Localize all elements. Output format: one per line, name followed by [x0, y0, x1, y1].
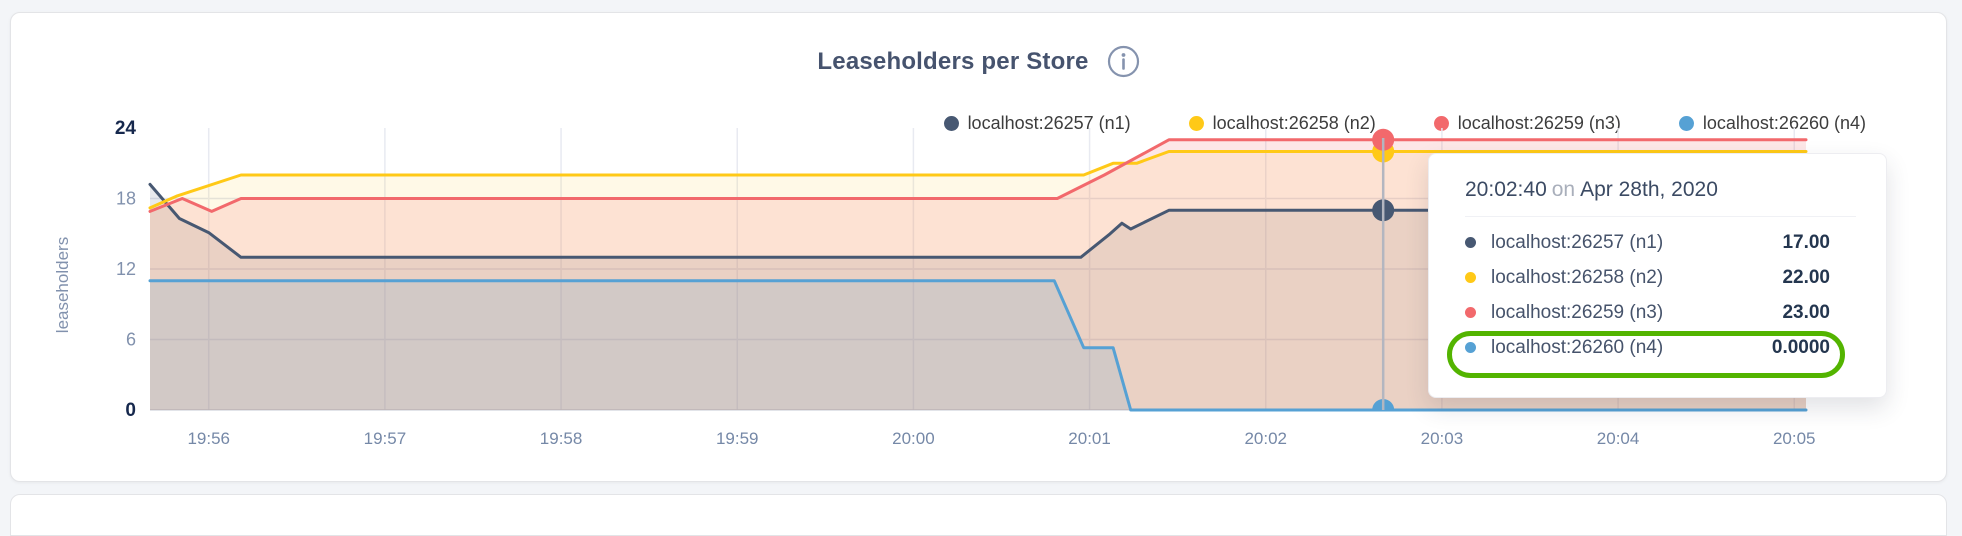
series-dot-icon	[1465, 342, 1476, 353]
tooltip-series-value: 17.00	[1782, 231, 1830, 253]
next-card-edge	[10, 494, 1947, 536]
legend-item-n3[interactable]: localhost:26259 (n3)	[1433, 113, 1621, 134]
legend: localhost:26257 (n1) localhost:26258 (n2…	[943, 113, 1866, 134]
tooltip-row-highlighted: localhost:26260 (n4) 0.0000	[1465, 330, 1872, 365]
legend-item-n2[interactable]: localhost:26258 (n2)	[1188, 113, 1376, 134]
hover-tooltip: 20:02:40 on Apr 28th, 2020 localhost:26257…	[1428, 153, 1887, 398]
series-dot-icon	[1465, 272, 1476, 283]
tooltip-row: localhost:26257 (n1) 17.00	[1465, 225, 1872, 260]
tooltip-timestamp: 20:02:40 on Apr 28th, 2020	[1465, 178, 1856, 217]
chart-title: Leaseholders per Store	[817, 47, 1089, 75]
legend-label: localhost:26260 (n4)	[1702, 113, 1866, 133]
tooltip-series-value: 22.00	[1782, 266, 1830, 288]
legend-item-n4[interactable]: localhost:26260 (n4)	[1678, 113, 1866, 134]
legend-dot-icon	[1678, 116, 1694, 131]
legend-dot-icon	[1188, 116, 1204, 131]
series-dot-icon	[1465, 307, 1476, 318]
tooltip-row: localhost:26258 (n2) 22.00	[1465, 260, 1872, 295]
tooltip-row: localhost:26259 (n3) 23.00	[1465, 295, 1872, 330]
tooltip-series-value: 0.0000	[1771, 336, 1830, 358]
tooltip-series-label: localhost:26259 (n3)	[1491, 301, 1664, 323]
legend-label: localhost:26258 (n2)	[1212, 113, 1376, 133]
tooltip-series-label: localhost:26257 (n1)	[1491, 231, 1664, 253]
chart-header: Leaseholders per Store	[11, 45, 1946, 78]
legend-dot-icon	[943, 116, 959, 131]
tooltip-series-label: localhost:26260 (n4)	[1491, 336, 1664, 358]
series-dot-icon	[1465, 237, 1476, 248]
tooltip-series-value: 23.00	[1782, 301, 1830, 323]
legend-item-n1[interactable]: localhost:26257 (n1)	[943, 113, 1131, 134]
tooltip-series-label: localhost:26258 (n2)	[1491, 266, 1664, 288]
tooltip-rows: localhost:26257 (n1) 17.00 localhost:262…	[1465, 225, 1872, 365]
legend-label: localhost:26259 (n3)	[1457, 113, 1621, 133]
info-icon[interactable]	[1107, 45, 1140, 78]
y-axis-title: leaseholders	[53, 236, 72, 334]
legend-label: localhost:26257 (n1)	[967, 113, 1131, 133]
legend-dot-icon	[1433, 116, 1449, 131]
